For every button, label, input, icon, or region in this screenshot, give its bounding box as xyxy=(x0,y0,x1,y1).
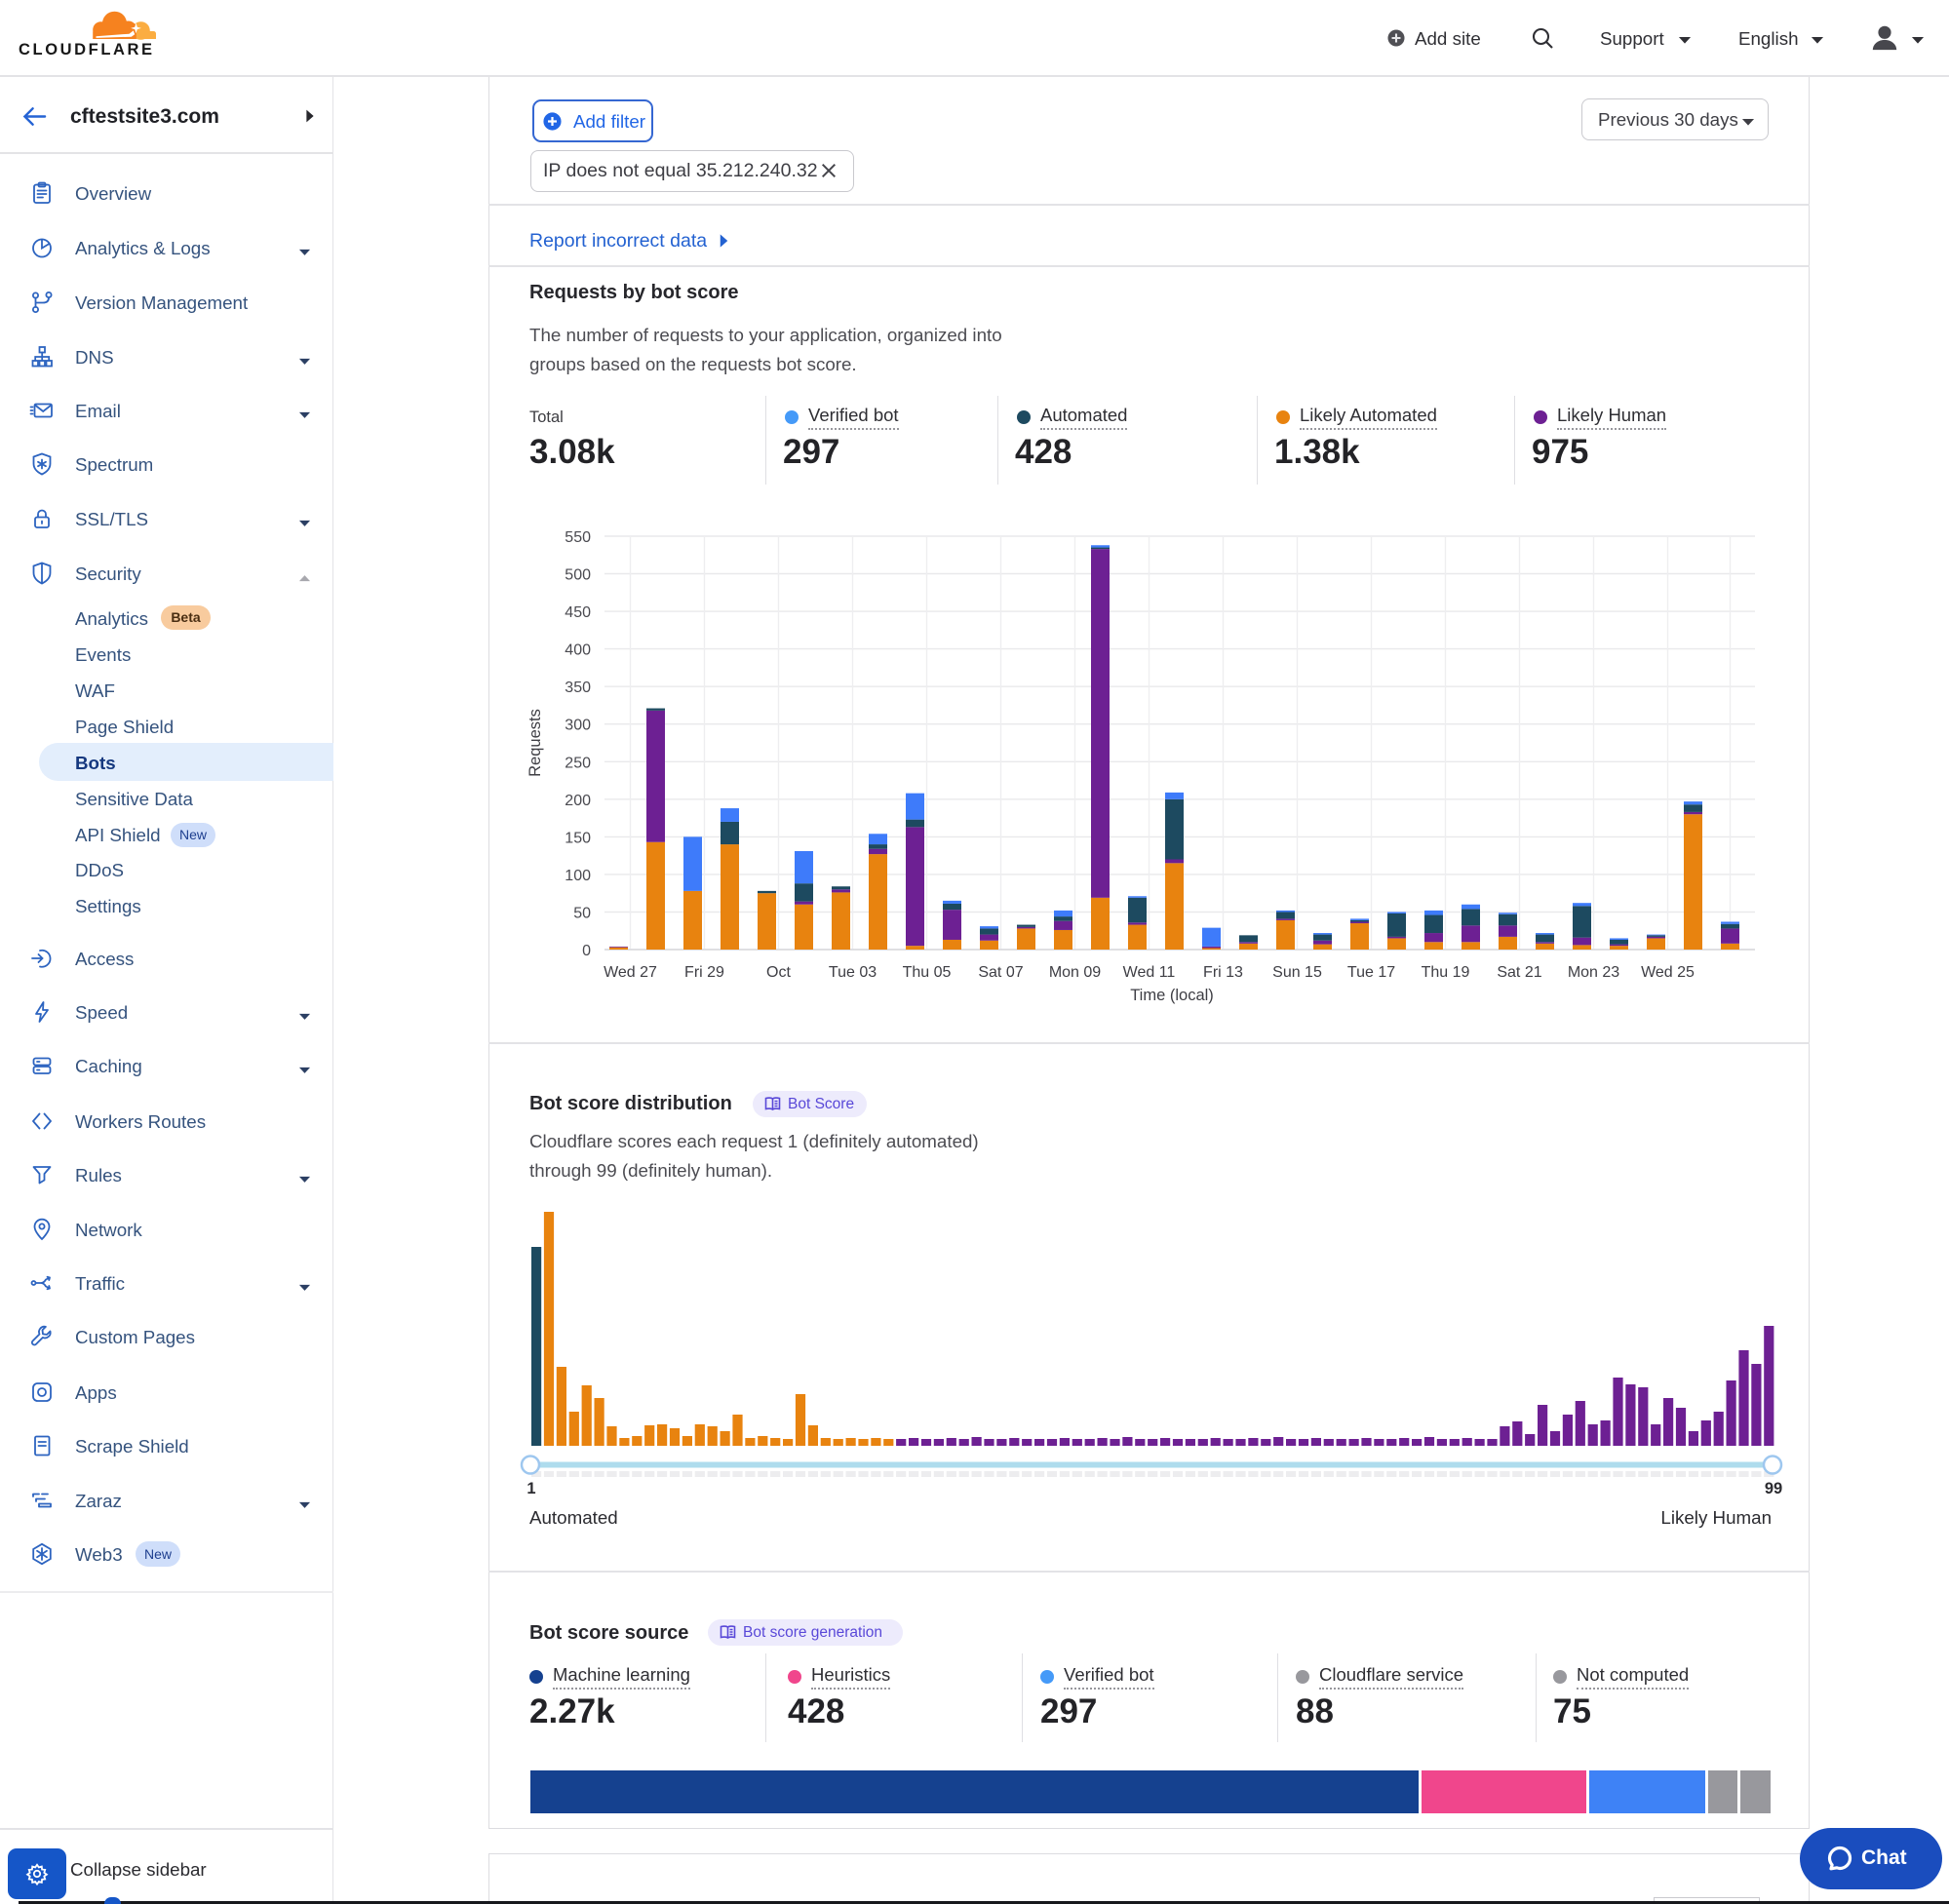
svg-text:550: 550 xyxy=(565,529,591,546)
svg-text:Thu 05: Thu 05 xyxy=(903,964,952,981)
svg-text:Tue 17: Tue 17 xyxy=(1347,964,1395,981)
svg-text:Time (local): Time (local) xyxy=(1130,987,1214,1004)
svg-text:Tue 03: Tue 03 xyxy=(829,964,877,981)
svg-text:450: 450 xyxy=(565,604,591,621)
svg-text:200: 200 xyxy=(565,793,591,809)
svg-text:400: 400 xyxy=(565,642,591,659)
svg-text:Fri 13: Fri 13 xyxy=(1203,964,1243,981)
svg-text:50: 50 xyxy=(573,906,591,922)
svg-text:Wed 11: Wed 11 xyxy=(1123,964,1176,981)
svg-text:350: 350 xyxy=(565,680,591,696)
svg-text:Requests: Requests xyxy=(526,709,544,777)
svg-text:300: 300 xyxy=(565,718,591,734)
svg-text:Sat 21: Sat 21 xyxy=(1497,964,1541,981)
svg-text:Thu 19: Thu 19 xyxy=(1422,964,1470,981)
svg-text:0: 0 xyxy=(582,943,591,959)
svg-text:Mon 23: Mon 23 xyxy=(1568,964,1619,981)
svg-text:Sun 15: Sun 15 xyxy=(1272,964,1322,981)
svg-text:150: 150 xyxy=(565,830,591,846)
svg-text:Oct: Oct xyxy=(766,964,791,981)
svg-text:Sat 07: Sat 07 xyxy=(978,964,1023,981)
svg-text:Mon 09: Mon 09 xyxy=(1049,964,1101,981)
svg-text:250: 250 xyxy=(565,755,591,771)
svg-text:Fri 29: Fri 29 xyxy=(684,964,724,981)
svg-text:100: 100 xyxy=(565,868,591,884)
svg-text:500: 500 xyxy=(565,567,591,584)
svg-text:Wed 27: Wed 27 xyxy=(604,964,657,981)
svg-text:Wed 25: Wed 25 xyxy=(1641,964,1695,981)
